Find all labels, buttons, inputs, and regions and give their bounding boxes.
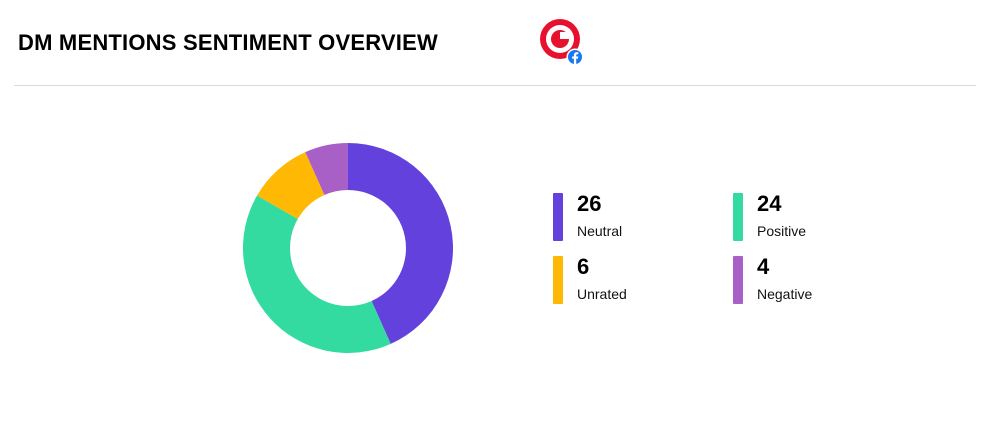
legend-item-negative: 4 Negative [733,254,893,304]
legend-swatch [733,193,743,241]
legend-swatch [733,256,743,304]
legend-value: 4 [757,254,770,279]
brand-logo [538,18,586,66]
legend-value: 6 [577,254,590,279]
brand-target-icon [540,19,580,59]
sentiment-donut-chart [242,143,454,354]
legend-value: 26 [577,191,602,216]
legend-swatch [553,193,563,241]
page-title: DM MENTIONS SENTIMENT OVERVIEW [18,30,438,55]
donut-slice-negative[interactable] [305,143,348,196]
legend-item-unrated: 6 Unrated [553,254,713,304]
facebook-icon [566,48,584,66]
header: DM MENTIONS SENTIMENT OVERVIEW [0,0,994,86]
legend-swatch [553,256,563,304]
donut-slice-unrated[interactable] [257,152,325,219]
donut-slice-positive[interactable] [242,195,391,354]
chart-legend: 26 Neutral 24 Positive 6 Unrated 4 Negat… [553,191,853,305]
legend-label: Positive [757,223,807,239]
legend-item-neutral: 26 Neutral [553,191,713,241]
legend-label: Negative [757,286,813,302]
header-divider [14,85,976,86]
legend-label: Neutral [577,223,623,239]
legend-value: 24 [757,191,782,216]
legend-item-positive: 24 Positive [733,191,893,241]
donut-slice-neutral[interactable] [348,143,454,344]
legend-label: Unrated [577,286,627,302]
